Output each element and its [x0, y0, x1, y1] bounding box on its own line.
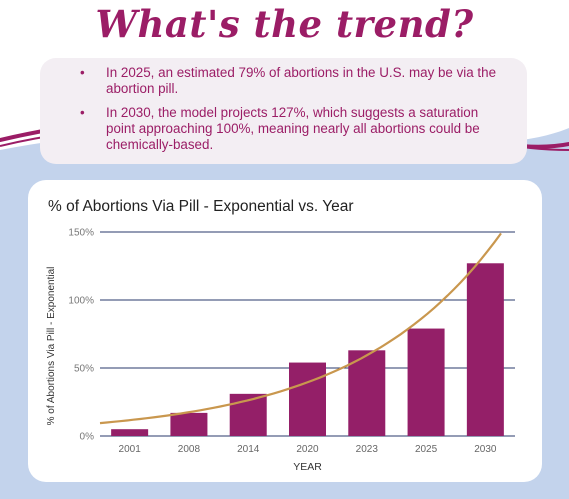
- y-tick-label: 100%: [68, 296, 94, 307]
- bar-chart: 0% 50% 100% 150% 2001 2008 2014 2020 2023 2025 203…: [46, 228, 515, 473]
- x-tick-label: 2014: [237, 444, 260, 455]
- summary-bullet-2030: In 2030, the model projects 127%, which …: [80, 105, 527, 153]
- x-tick-label: 2023: [356, 444, 379, 455]
- y-tick-label: 0%: [80, 432, 95, 443]
- bar: [170, 412, 208, 436]
- summary-card: In 2025, an estimated 79% of abortions i…: [40, 58, 527, 164]
- y-axis-title: % of Abortions Via Pill - Exponential: [46, 267, 57, 426]
- bar: [348, 350, 386, 436]
- x-tick-label: 2001: [119, 444, 142, 455]
- summary-bullet-2025: In 2025, an estimated 79% of abortions i…: [80, 65, 527, 97]
- bar: [407, 328, 445, 436]
- x-axis-title: YEAR: [293, 461, 322, 473]
- bar: [111, 429, 149, 436]
- bar: [466, 263, 504, 436]
- x-tick-label: 2030: [474, 444, 497, 455]
- chart-title: % of Abortions Via Pill - Exponential vs…: [48, 198, 354, 215]
- y-tick-label: 50%: [74, 364, 94, 375]
- summary-list: In 2025, an estimated 79% of abortions i…: [40, 58, 527, 153]
- x-tick-label: 2020: [296, 444, 319, 455]
- trendline: [99, 232, 502, 425]
- page-title: What's the trend?: [95, 2, 474, 46]
- x-tick-label: 2025: [415, 444, 438, 455]
- y-tick-label: 150%: [68, 228, 94, 239]
- x-tick-label: 2008: [178, 444, 201, 455]
- chart-card: % of Abortions Via Pill - Exponential vs…: [28, 180, 542, 482]
- bar: [289, 362, 326, 436]
